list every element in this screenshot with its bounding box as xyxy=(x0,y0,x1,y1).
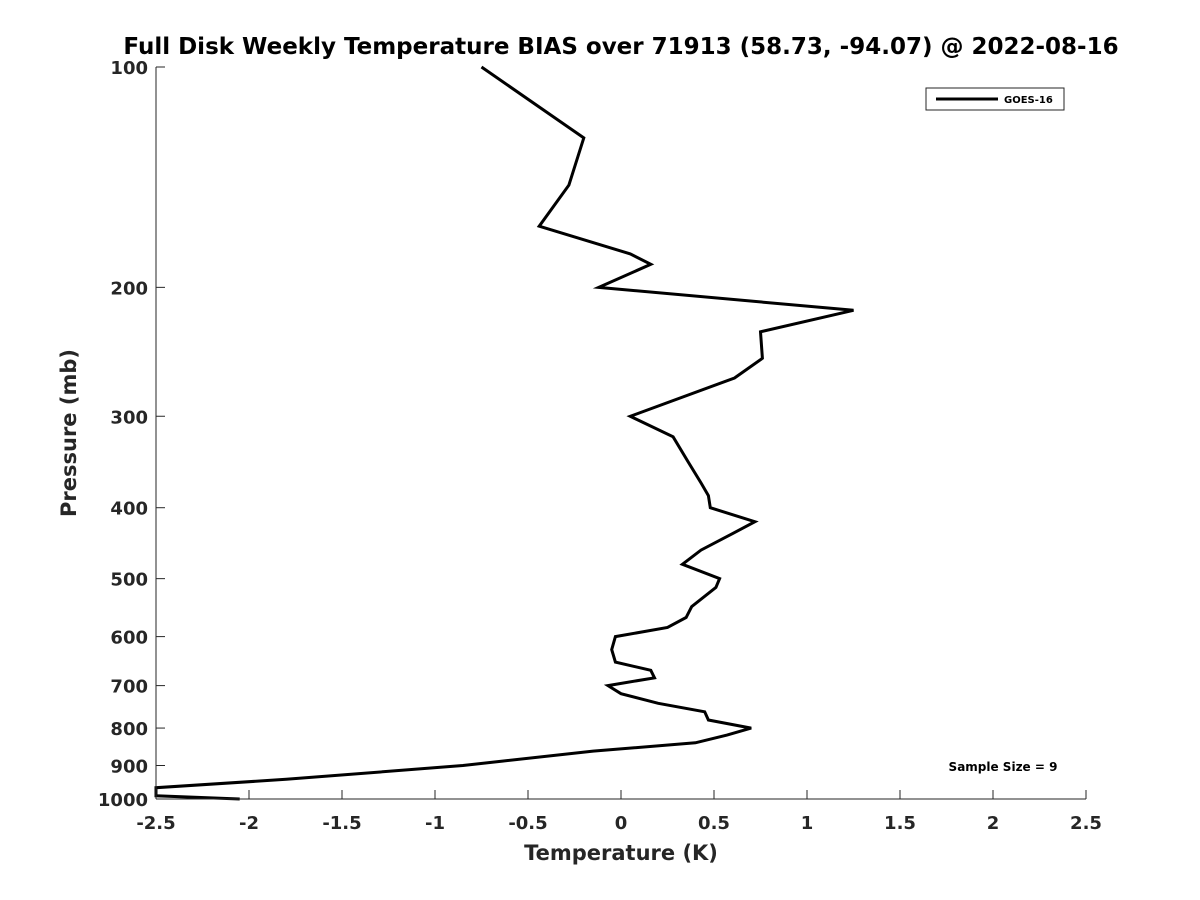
x-tick-label: -0.5 xyxy=(508,813,547,834)
x-axis-label: Temperature (K) xyxy=(524,841,718,865)
plot-area xyxy=(156,67,1086,799)
y-tick-label: 600 xyxy=(110,628,148,649)
y-tick-label: 800 xyxy=(110,719,148,740)
chart-title: Full Disk Weekly Temperature BIAS over 7… xyxy=(123,34,1118,60)
series-line-0 xyxy=(154,65,854,801)
x-tick-label: 0.5 xyxy=(698,813,730,834)
y-tick-label: 900 xyxy=(110,757,148,778)
y-tick-label: 100 xyxy=(110,58,148,79)
x-tick-label: -2 xyxy=(239,813,259,834)
x-tick-label: -1.5 xyxy=(322,813,361,834)
y-tick-label: 500 xyxy=(110,570,148,591)
legend: GOES-16 xyxy=(925,87,1065,111)
y-tick-label: 700 xyxy=(110,677,148,698)
sample-size-annotation: Sample Size = 9 xyxy=(949,760,1058,774)
x-tick-label: 2 xyxy=(987,813,1000,834)
series-group xyxy=(154,65,854,801)
y-tick-label: 400 xyxy=(110,499,148,520)
x-axis-ticks: -2.5 -2 -1.5 -1 -0.5 0 0.5 1 1.5 2 2.5 xyxy=(136,790,1102,834)
x-tick-label: 2.5 xyxy=(1070,813,1102,834)
legend-label: GOES-16 xyxy=(1004,95,1053,106)
x-tick-label: -1 xyxy=(425,813,445,834)
y-axis-label: Pressure (mb) xyxy=(57,349,81,517)
x-tick-label: 1.5 xyxy=(884,813,916,834)
x-tick-label: 1 xyxy=(801,813,814,834)
x-tick-label: 0 xyxy=(615,813,628,834)
y-tick-label: 300 xyxy=(110,407,148,428)
y-axis-ticks: 100 200 300 400 500 600 700 800 900 1000 xyxy=(98,58,165,811)
x-tick-label: -2.5 xyxy=(136,813,175,834)
y-tick-label: 200 xyxy=(110,278,148,299)
y-tick-label: 1000 xyxy=(98,790,148,811)
